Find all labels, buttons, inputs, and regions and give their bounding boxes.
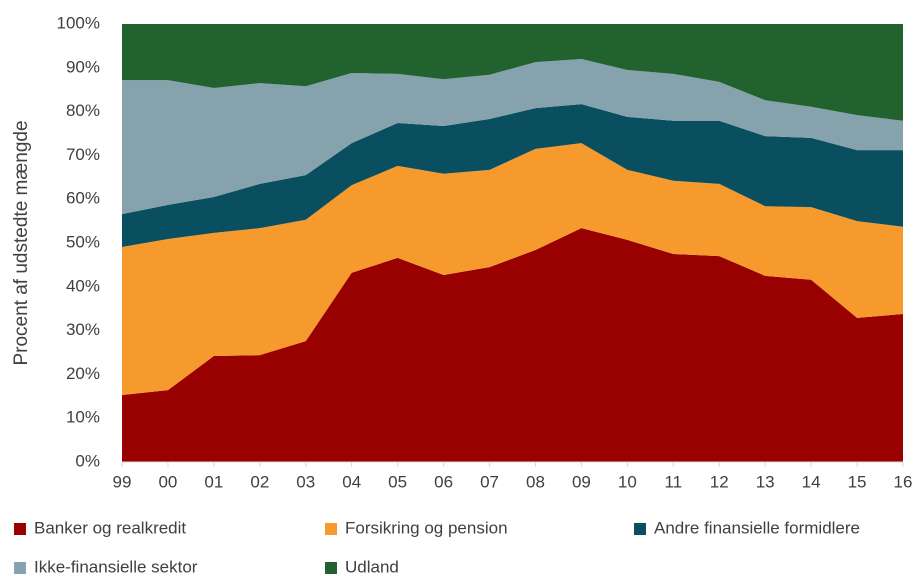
legend-swatch — [14, 562, 26, 574]
area — [122, 104, 903, 247]
legend-label: Ikke-finansielle sektor — [34, 557, 198, 576]
y-tick-label: 20% — [66, 364, 100, 383]
x-tick-label: 99 — [113, 472, 132, 491]
legend-swatch — [634, 523, 646, 535]
y-tick-label: 70% — [66, 145, 100, 164]
x-tick-label: 04 — [342, 472, 361, 491]
y-tick-label: 90% — [66, 57, 100, 76]
x-tick-label: 01 — [204, 472, 223, 491]
y-tick-label: 40% — [66, 276, 100, 295]
x-tick-label: 02 — [250, 472, 269, 491]
x-tick-label: 06 — [434, 472, 453, 491]
x-tick-label: 13 — [756, 472, 775, 491]
x-tick-label: 12 — [710, 472, 729, 491]
area — [122, 24, 903, 121]
y-tick-label: 60% — [66, 189, 100, 208]
area — [122, 59, 903, 215]
legend-label: Andre finansielle formidlere — [654, 518, 860, 537]
legend-swatch — [14, 523, 26, 535]
x-tick-label: 11 — [664, 472, 682, 491]
y-tick-label: 0% — [75, 451, 100, 470]
x-tick-label: 14 — [802, 472, 821, 491]
legend-label: Forsikring og pension — [345, 518, 508, 537]
y-tick-label: 10% — [66, 408, 100, 427]
x-tick-label: 07 — [480, 472, 499, 491]
area — [122, 228, 903, 462]
legend-label: Udland — [345, 557, 399, 576]
area — [122, 143, 903, 395]
x-tick-label: 00 — [158, 472, 177, 491]
y-axis-label: Procent af udstedte mængde — [11, 120, 32, 365]
y-tick-label: 80% — [66, 101, 100, 120]
x-tick-label: 05 — [388, 472, 407, 491]
legend-swatch — [325, 523, 337, 535]
x-tick-label: 03 — [296, 472, 315, 491]
x-tick-label: 16 — [894, 472, 913, 491]
y-tick-label: 30% — [66, 320, 100, 339]
legend-swatch — [325, 562, 337, 574]
y-tick-label: 50% — [66, 232, 100, 251]
x-tick-label: 10 — [618, 472, 637, 491]
x-tick-label: 09 — [572, 472, 591, 491]
legend-label: Banker og realkredit — [34, 518, 186, 537]
y-tick-label: 100% — [57, 13, 100, 32]
x-tick-label: 15 — [848, 472, 867, 491]
x-tick-label: 08 — [526, 472, 545, 491]
